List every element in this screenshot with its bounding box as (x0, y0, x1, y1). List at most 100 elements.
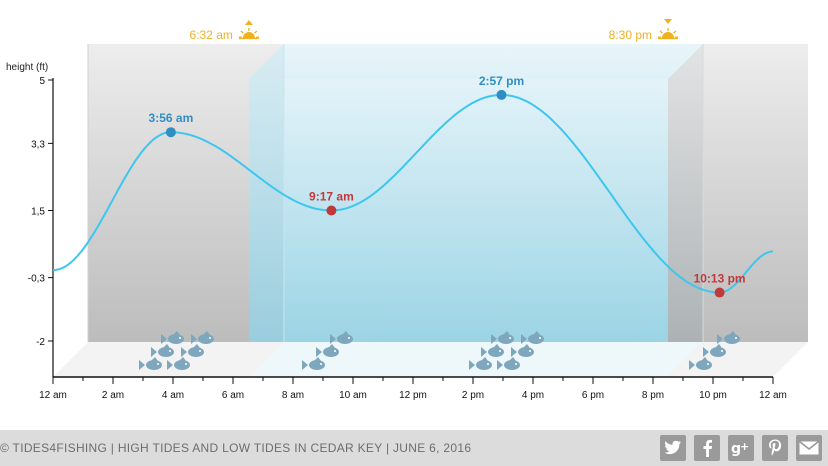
fish-tail (302, 360, 308, 370)
low-tide-label: 10:13 pm (694, 272, 746, 286)
fish-fin (493, 344, 500, 348)
fish-tail (497, 360, 503, 370)
fish-icon (491, 331, 514, 344)
x-tick-label: 2 am (102, 390, 124, 401)
y-tick-label: 1,5 (31, 207, 45, 218)
sun-markers: 6:32 am 8:30 pm (190, 19, 679, 42)
facebook-icon[interactable] (694, 435, 720, 461)
sun-ray (240, 30, 244, 34)
fish-fin (503, 331, 510, 335)
fish-body (174, 360, 190, 370)
fish-fin (481, 357, 488, 361)
fish-body (528, 334, 544, 344)
fish-eye (735, 337, 737, 339)
fish-tail (181, 347, 187, 357)
fish-icon (330, 331, 353, 344)
fish-tail (167, 360, 173, 370)
y-axis-label: height (ft) (6, 62, 48, 73)
low-tide-point (326, 205, 337, 216)
x-tick-label: 6 pm (582, 390, 604, 401)
fish-tail (511, 347, 517, 357)
fish-tail (469, 360, 475, 370)
fish-icon (469, 357, 492, 370)
x-tick-label: 2 pm (462, 390, 484, 401)
sunrise-label: 6:32 am (190, 28, 233, 42)
fish-icon (302, 357, 325, 370)
x-tick-label: 6 am (222, 390, 244, 401)
fish-fin (342, 331, 349, 335)
fish-tail (703, 347, 709, 357)
fish-icon (161, 331, 184, 344)
google-plus-icon[interactable]: g + (728, 435, 754, 461)
fish-body (146, 360, 162, 370)
fish-eye (529, 350, 531, 352)
fish-tail (481, 347, 487, 357)
fish-eye (179, 337, 181, 339)
fish-eye (157, 363, 159, 365)
fish-tail (717, 334, 723, 344)
fish-eye (199, 350, 201, 352)
fish-tail (330, 334, 336, 344)
fish-body (696, 360, 712, 370)
fish-eye (348, 337, 350, 339)
fish-icon (139, 357, 162, 370)
twitter-icon[interactable] (660, 435, 686, 461)
fish-icon (689, 357, 712, 370)
x-tick-label: 12 am (39, 390, 67, 401)
fish-tail (191, 334, 197, 344)
day-night-background (53, 44, 808, 377)
arrow-up-icon (244, 20, 253, 25)
x-tick-label: 12 pm (399, 390, 427, 401)
social-share-buttons: g + (660, 435, 828, 461)
axes: 5 3,3 1,5 -0,3 -2 12 am 2 am 4 am 6 am 8 am 10 am 1… (28, 76, 787, 401)
fish-eye (515, 363, 517, 365)
sunset-label: 8:30 pm (609, 28, 652, 42)
email-icon[interactable] (796, 435, 822, 461)
floor-day (248, 342, 703, 377)
fish-fin (203, 331, 210, 335)
fish-eye (169, 350, 171, 352)
y-tick-label: -2 (36, 337, 45, 348)
fish-fin (193, 344, 200, 348)
fish-icon (316, 344, 339, 357)
sun-ray (673, 30, 677, 34)
fish-icon (521, 331, 544, 344)
fish-icon (717, 331, 740, 344)
fish-tail (139, 360, 145, 370)
fish-fin (509, 357, 516, 361)
tide-chart-svg: 5 3,3 1,5 -0,3 -2 12 am 2 am 4 am 6 am 8 am 10 am 1… (6, 19, 808, 401)
svg-text:g: g (731, 441, 741, 456)
fish-fin (314, 357, 321, 361)
arrow-down-icon (664, 19, 672, 24)
sunset: 8:30 pm (609, 19, 679, 42)
fish-icon (497, 357, 520, 370)
fish-eye (499, 350, 501, 352)
sun-icon (242, 32, 255, 38)
sun-icon (662, 32, 674, 38)
y-tick-label: -0,3 (28, 274, 46, 285)
fish-fin (533, 331, 540, 335)
fish-tail (161, 334, 167, 344)
fish-eye (721, 350, 723, 352)
low-tide-label: 9:17 am (309, 190, 354, 204)
fish-icon (151, 344, 174, 357)
fish-body (518, 347, 534, 357)
fish-body (504, 360, 520, 370)
fish-eye (487, 363, 489, 365)
fish-tail (521, 334, 527, 344)
fish-icon (167, 357, 190, 370)
pinterest-icon[interactable] (762, 435, 788, 461)
fish-fin (729, 331, 736, 335)
fish-eye (509, 337, 511, 339)
fish-icon (481, 344, 504, 357)
fish-body (323, 347, 339, 357)
low-tide-point (714, 287, 725, 298)
x-tick-label: 12 am (759, 390, 787, 401)
fish-body (710, 347, 726, 357)
x-tick-label: 4 pm (522, 390, 544, 401)
y-tick-label: 5 (39, 76, 45, 87)
fish-eye (707, 363, 709, 365)
fish-fin (151, 357, 158, 361)
fish-tail (151, 347, 157, 357)
high-tide-point (165, 127, 176, 138)
